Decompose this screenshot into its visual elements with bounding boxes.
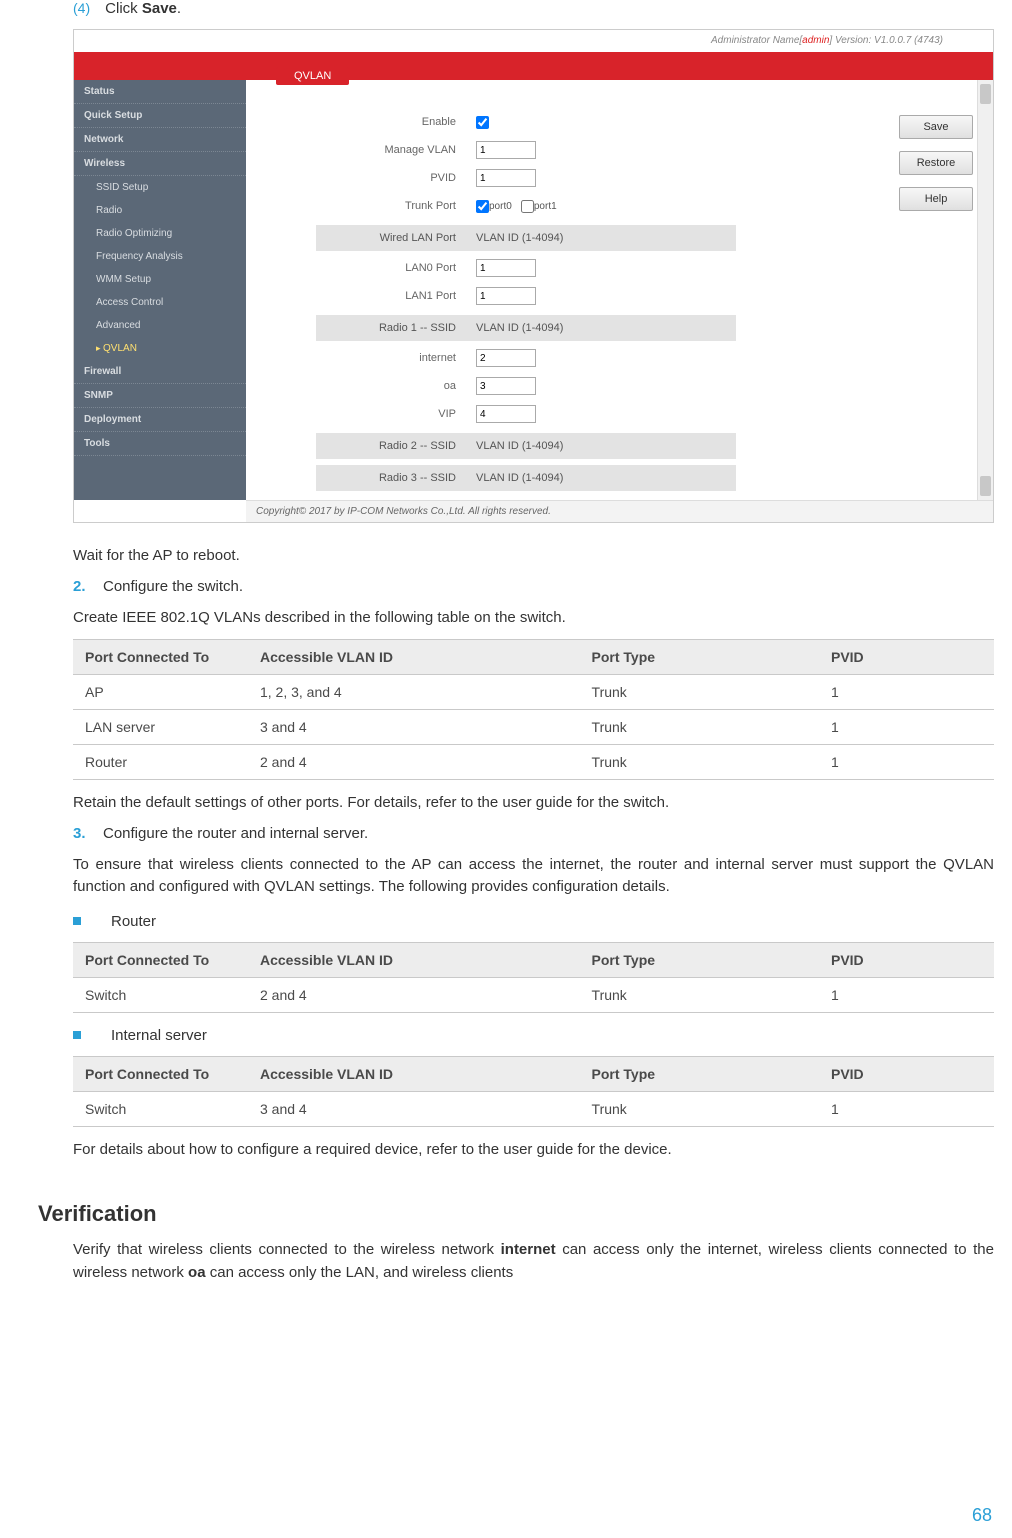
radio2-section: Radio 2 -- SSIDVLAN ID (1-4094) bbox=[316, 433, 736, 459]
sidebar-item[interactable]: Radio Optimizing bbox=[74, 222, 246, 245]
sidebar-item[interactable]: Status bbox=[74, 80, 246, 104]
save-button[interactable]: Save bbox=[899, 115, 973, 139]
lan1-input[interactable] bbox=[476, 287, 536, 305]
sidebar-item[interactable]: Frequency Analysis bbox=[74, 245, 246, 268]
red-header-bar bbox=[74, 52, 993, 80]
sidebar-item[interactable]: Network bbox=[74, 128, 246, 152]
step-4-text-post: . bbox=[177, 0, 181, 17]
sidebar-item[interactable]: Tools bbox=[74, 432, 246, 456]
port1-label: port1 bbox=[534, 201, 557, 212]
manage-vlan-label: Manage VLAN bbox=[346, 144, 476, 156]
step-3-line: 3.Configure the router and internal serv… bbox=[73, 825, 994, 842]
wired-section: Wired LAN PortVLAN ID (1-4094) bbox=[316, 225, 736, 251]
wait-para: Wait for the AP to reboot. bbox=[73, 545, 994, 568]
bullet-icon bbox=[73, 1031, 81, 1039]
verification-para: Verify that wireless clients connected t… bbox=[73, 1239, 994, 1284]
step-4-text-pre: Click bbox=[105, 0, 142, 17]
step-4-bold: Save bbox=[142, 0, 177, 17]
router-sublabel: Router bbox=[111, 913, 156, 930]
router-vlan-table: Port Connected To Accessible VLAN ID Por… bbox=[73, 942, 994, 1013]
copyright-line: Copyright© 2017 by IP-COM Networks Co.,L… bbox=[246, 500, 993, 522]
verification-heading: Verification bbox=[38, 1201, 994, 1227]
table-row: LAN server3 and 4Trunk1 bbox=[73, 710, 994, 745]
lan0-label: LAN0 Port bbox=[346, 262, 476, 274]
table-row: Router2 and 4Trunk1 bbox=[73, 745, 994, 780]
main-pane: QVLAN Save Restore Help Enable Manage VL… bbox=[246, 80, 993, 500]
sidebar-item[interactable]: SSID Setup bbox=[74, 176, 246, 199]
qvlan-tab[interactable]: QVLAN bbox=[276, 67, 349, 85]
trunk-label: Trunk Port bbox=[346, 200, 476, 212]
port1-checkbox[interactable] bbox=[521, 200, 534, 213]
enable-label: Enable bbox=[346, 116, 476, 128]
step-3-text: Configure the router and internal server… bbox=[103, 825, 368, 842]
sidebar-item[interactable]: Radio bbox=[74, 199, 246, 222]
table-row: AP1, 2, 3, and 4Trunk1 bbox=[73, 675, 994, 710]
oa-input[interactable] bbox=[476, 377, 536, 395]
step-2-line: 2.Configure the switch. bbox=[73, 578, 994, 595]
sidebar-item[interactable]: Advanced bbox=[74, 314, 246, 337]
vip-label: VIP bbox=[346, 408, 476, 420]
sidebar-item[interactable]: Firewall bbox=[74, 360, 246, 384]
radio3-section: Radio 3 -- SSIDVLAN ID (1-4094) bbox=[316, 465, 736, 491]
step-3-num: 3. bbox=[73, 825, 103, 842]
table-row: Switch2 and 4Trunk1 bbox=[73, 977, 994, 1012]
admin-prefix: Administrator Name[ bbox=[711, 35, 802, 46]
lan1-label: LAN1 Port bbox=[346, 290, 476, 302]
page-number: 68 bbox=[972, 1505, 992, 1526]
admin-suffix: ] Version: V1.0.0.7 (4743) bbox=[829, 35, 943, 46]
internal-sublabel: Internal server bbox=[111, 1027, 207, 1044]
admin-name: admin bbox=[802, 35, 829, 46]
port0-label: port0 bbox=[489, 201, 512, 212]
pvid-label: PVID bbox=[346, 172, 476, 184]
sidebar-item[interactable]: Deployment bbox=[74, 408, 246, 432]
switch-vlan-table: Port Connected To Accessible VLAN ID Por… bbox=[73, 639, 994, 780]
retain-para: Retain the default settings of other por… bbox=[73, 792, 994, 815]
sidebar-item[interactable]: Wireless bbox=[74, 152, 246, 176]
sidebar-item[interactable]: Quick Setup bbox=[74, 104, 246, 128]
sidebar-item[interactable]: Access Control bbox=[74, 291, 246, 314]
step-4-line: (4) Click Save. bbox=[73, 0, 994, 17]
th-pvid: PVID bbox=[819, 640, 994, 675]
form-area: Enable Manage VLAN PVID Trunk Portport0 … bbox=[346, 109, 993, 491]
details-para: For details about how to configure a req… bbox=[73, 1139, 994, 1162]
sidebar-item[interactable]: QVLAN bbox=[74, 337, 246, 360]
restore-button[interactable]: Restore bbox=[899, 151, 973, 175]
lan0-input[interactable] bbox=[476, 259, 536, 277]
step-2-num: 2. bbox=[73, 578, 103, 595]
th-port: Port Connected To bbox=[73, 640, 248, 675]
th-type: Port Type bbox=[580, 640, 819, 675]
create-para: Create IEEE 802.1Q VLANs described in th… bbox=[73, 607, 994, 630]
port0-checkbox[interactable] bbox=[476, 200, 489, 213]
help-button[interactable]: Help bbox=[899, 187, 973, 211]
oa-label: oa bbox=[346, 380, 476, 392]
th-vlan: Accessible VLAN ID bbox=[248, 640, 580, 675]
internal-vlan-table: Port Connected To Accessible VLAN ID Por… bbox=[73, 1056, 994, 1127]
ensure-para: To ensure that wireless clients connecte… bbox=[73, 854, 994, 899]
step-4-marker: (4) bbox=[73, 0, 101, 16]
table-row: Switch3 and 4Trunk1 bbox=[73, 1091, 994, 1126]
scrollbar[interactable] bbox=[977, 80, 993, 500]
internet-label: internet bbox=[346, 352, 476, 364]
radio1-section: Radio 1 -- SSIDVLAN ID (1-4094) bbox=[316, 315, 736, 341]
sidebar-item[interactable]: WMM Setup bbox=[74, 268, 246, 291]
enable-checkbox[interactable] bbox=[476, 116, 489, 129]
pvid-input[interactable] bbox=[476, 169, 536, 187]
manage-vlan-input[interactable] bbox=[476, 141, 536, 159]
bullet-icon bbox=[73, 917, 81, 925]
internet-input[interactable] bbox=[476, 349, 536, 367]
vip-input[interactable] bbox=[476, 405, 536, 423]
sidebar-item[interactable]: SNMP bbox=[74, 384, 246, 408]
step-2-text: Configure the switch. bbox=[103, 578, 243, 595]
qvlan-screenshot: Administrator Name[admin] Version: V1.0.… bbox=[73, 29, 994, 523]
sidebar: StatusQuick SetupNetworkWirelessSSID Set… bbox=[74, 80, 246, 500]
